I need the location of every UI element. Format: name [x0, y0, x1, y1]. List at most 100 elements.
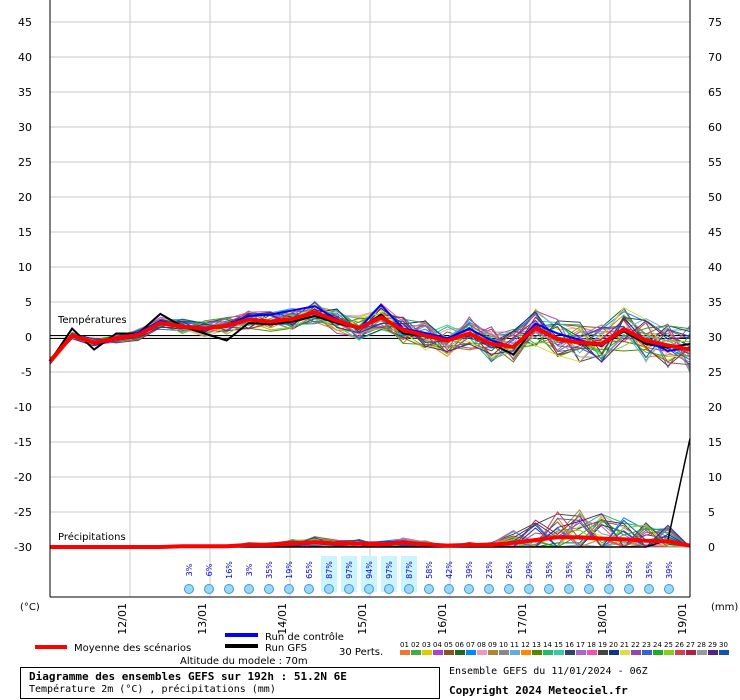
- date-tick-label: 13/01: [196, 603, 209, 635]
- pert-temp-line: [49, 300, 691, 365]
- snowflake-icon: [604, 584, 614, 594]
- snow-prob-label: 87%: [405, 561, 414, 579]
- snow-prob-label: 6%: [205, 563, 214, 576]
- temp-tick-label: -15: [14, 436, 32, 449]
- snow-prob-label: 35%: [565, 561, 574, 579]
- temp-tick-label: 25: [18, 156, 32, 169]
- temp-tick-label: 10: [18, 261, 32, 274]
- snow-prob-label: 97%: [385, 561, 394, 579]
- pert-number: 16: [565, 641, 574, 649]
- pert-swatch: [565, 650, 575, 655]
- pert-number: 15: [554, 641, 563, 649]
- date-tick-label: 14/01: [276, 603, 289, 635]
- pert-number: 29: [708, 641, 717, 649]
- pert-swatch: [400, 650, 410, 655]
- snowflake-icon: [424, 584, 434, 594]
- pert-swatch: [675, 650, 685, 655]
- date-tick-label: 15/01: [356, 603, 369, 635]
- pert-swatch: [455, 650, 465, 655]
- pert-number: 17: [576, 641, 585, 649]
- pert-number: 22: [631, 641, 640, 649]
- pert-swatch: [631, 650, 641, 655]
- temp-tick-label: 5: [25, 296, 32, 309]
- precip-section-label: Précipitations: [58, 531, 126, 543]
- footer-title-box: Diagramme des ensembles GEFS sur 192h : …: [20, 667, 440, 699]
- precip-tick-label: 65: [708, 86, 722, 99]
- temp-tick-label: 20: [18, 191, 32, 204]
- pert-number: 02: [411, 641, 420, 649]
- pert-number: 10: [499, 641, 508, 649]
- pert-swatch: [664, 650, 674, 655]
- pert-number: 13: [532, 641, 541, 649]
- snow-prob-bar: [361, 556, 377, 592]
- mean-precip-line: [50, 535, 691, 549]
- pert-swatch: [653, 650, 663, 655]
- temp-tick-label: -5: [21, 366, 32, 379]
- precip-tick-label: 20: [708, 401, 722, 414]
- snowflake-icon: [284, 584, 294, 594]
- pert-swatch: [422, 650, 432, 655]
- snowflake-icon: [524, 584, 534, 594]
- snow-prob-label: 29%: [585, 561, 594, 579]
- snow-prob-bar: [381, 556, 397, 592]
- pert-swatch: [499, 650, 509, 655]
- pert-number: 18: [587, 641, 596, 649]
- snowflake-icon: [664, 584, 674, 594]
- pert-number: 05: [444, 641, 453, 649]
- temp-section-label: Températures: [57, 314, 127, 326]
- pert-number: 20: [609, 641, 618, 649]
- pert-swatch: [708, 650, 718, 655]
- pert-number: 26: [675, 641, 684, 649]
- pert-number: 07: [466, 641, 475, 649]
- pert-number: 08: [477, 641, 486, 649]
- precip-tick-label: 15: [708, 436, 722, 449]
- snow-prob-label: 65%: [305, 561, 314, 579]
- snowflake-icon: [244, 584, 254, 594]
- precip-tick-label: 25: [708, 366, 722, 379]
- pert-number: 03: [422, 641, 431, 649]
- temp-tick-label: 40: [18, 51, 32, 64]
- pert-number: 06: [455, 641, 464, 649]
- pert-number: 04: [433, 641, 442, 649]
- pert-number: 09: [488, 641, 497, 649]
- date-tick-labels: 12/01 13/01 14/01 15/01 16/01 17/01 18/01 19/01: [116, 603, 689, 635]
- snowflake-icon: [544, 584, 554, 594]
- pert-swatch: [554, 650, 564, 655]
- snow-prob-label: 19%: [285, 561, 294, 579]
- snow-prob-label: 29%: [525, 561, 534, 579]
- pert-swatch: [433, 650, 443, 655]
- snow-prob-label: 39%: [665, 561, 674, 579]
- pert-swatch: [543, 650, 553, 655]
- temp-tick-label: -25: [14, 506, 32, 519]
- pert-swatch: [576, 650, 586, 655]
- snow-prob-label: 94%: [365, 561, 374, 579]
- snowflake-icon: [404, 584, 414, 594]
- copyright: Copyright 2024 Meteociel.fr: [449, 684, 628, 697]
- pert-swatch: [510, 650, 520, 655]
- pert-number: 23: [642, 641, 651, 649]
- precip-tick-label: 35: [708, 296, 722, 309]
- snow-prob-label: 16%: [225, 561, 234, 579]
- pert-number: 30: [719, 641, 728, 649]
- pert-number: 19: [598, 641, 607, 649]
- snow-probabilities: 3% 6% 16% 3% 35% 19% 65% 87% 97% 94% 97% 87% 58% 42% 3…: [184, 556, 674, 594]
- snow-prob-bar: [341, 556, 357, 592]
- precip-tick-label: 0: [708, 541, 715, 554]
- pert-swatch: [521, 650, 531, 655]
- snowflake-icon: [224, 584, 234, 594]
- snowflake-icon: [444, 584, 454, 594]
- snow-prob-label: 35%: [605, 561, 614, 579]
- precip-tick-label: 10: [708, 471, 722, 484]
- snowflake-icon: [504, 584, 514, 594]
- pert-swatch: [697, 650, 707, 655]
- pert-number: 12: [521, 641, 530, 649]
- pert-number: 14: [543, 641, 552, 649]
- date-tick-label: 19/01: [676, 603, 689, 635]
- footer-title: Diagramme des ensembles GEFS sur 192h : …: [29, 670, 347, 683]
- snowflake-icon: [564, 584, 574, 594]
- snowflake-icon: [584, 584, 594, 594]
- pert-swatch: [532, 650, 542, 655]
- date-tick-label: 18/01: [596, 603, 609, 635]
